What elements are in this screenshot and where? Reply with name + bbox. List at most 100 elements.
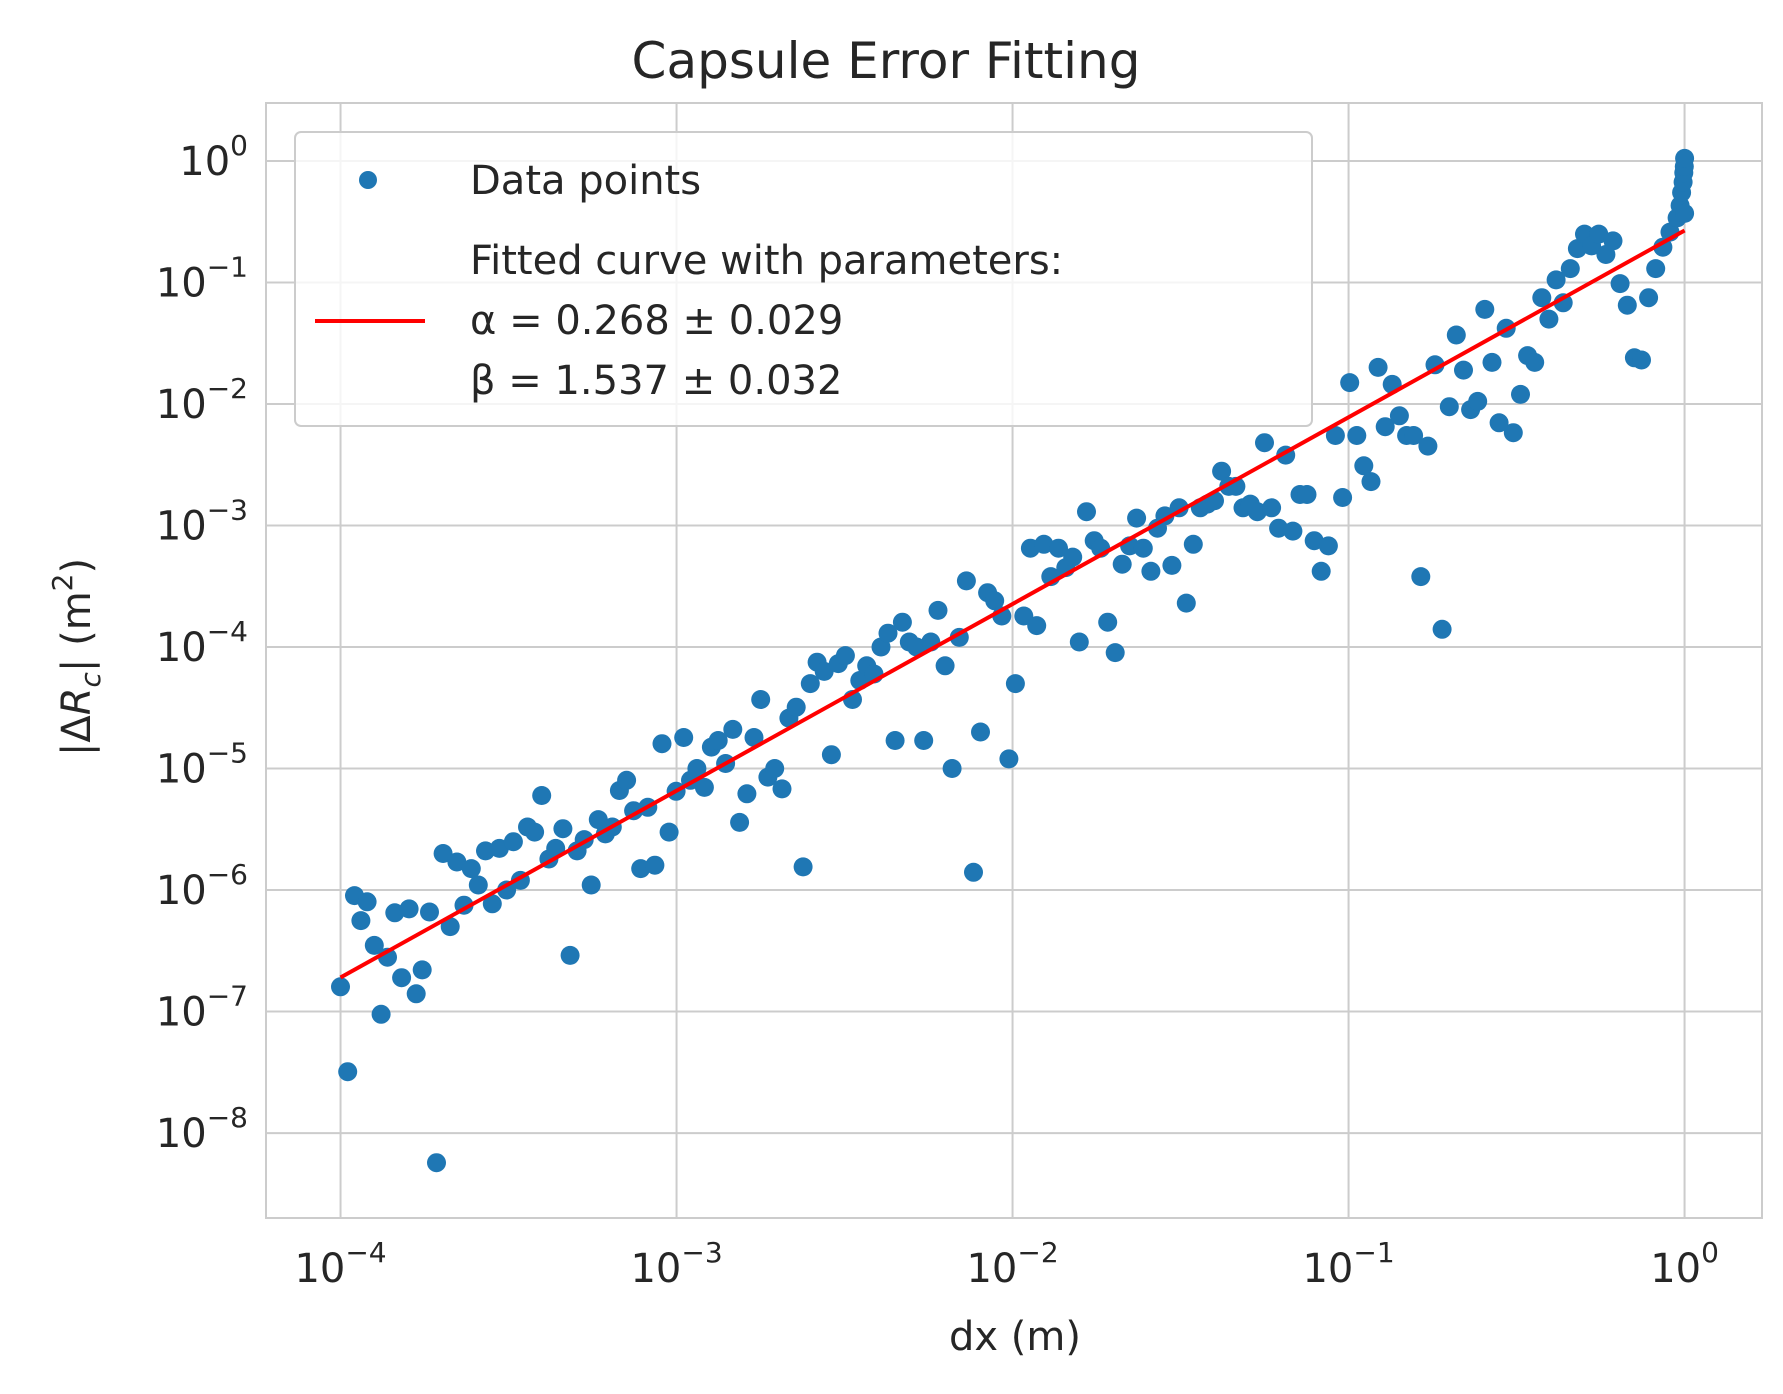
data-point [581,875,601,895]
data-point [385,903,405,923]
data-point [497,880,517,900]
data-point [1404,426,1424,445]
data-point [687,759,707,778]
data-point [1375,417,1395,437]
data-point [433,844,453,863]
data-point [1368,357,1388,377]
data-point [1340,373,1360,393]
data-point [553,819,573,839]
x-axis-label: dx (m) [949,1314,1081,1360]
data-point [1176,593,1196,613]
legend-label-alpha: α = 0.268 ± 0.029 [470,298,843,344]
data-point [694,777,714,797]
data-point [1255,433,1274,453]
data-point [1112,554,1132,574]
data-point [999,749,1019,769]
x-tick-label: 100 [1650,1236,1719,1292]
data-point [1098,612,1118,632]
data-point [1141,561,1161,581]
legend-label-data-points: Data points [470,158,701,204]
data-point [1489,413,1509,433]
data-point [1675,148,1695,168]
data-point [468,875,488,895]
data-point [1567,239,1587,259]
data-point [1411,567,1431,587]
data-point [1610,274,1630,294]
y-tick-label: 10−4 [156,615,248,671]
data-point [652,734,672,754]
data-point [1133,538,1153,558]
data-point [914,731,934,750]
data-point [772,779,792,799]
data-point [1389,406,1409,426]
data-point [942,759,962,778]
data-point [892,612,912,632]
y-tick-label: 10−1 [156,250,248,306]
y-tick-label: 10−7 [156,980,248,1036]
data-point [1603,231,1623,251]
data-point [765,759,785,778]
data-point [786,697,806,717]
data-point [1311,561,1331,581]
legend-marker-data-points [359,171,377,189]
data-point [371,1004,391,1024]
data-point [1069,632,1089,652]
data-point [814,661,834,681]
data-point [560,945,580,965]
data-point [878,623,898,643]
data-point [392,968,412,988]
data-point [427,1153,446,1173]
data-point [885,731,905,750]
data-point [1049,538,1068,558]
data-point [1646,259,1666,279]
data-point [1361,472,1381,492]
legend-label-fitted-curve: Fitted curve with parameters: [470,238,1063,284]
data-point [1418,436,1438,456]
data-point [1063,547,1083,567]
data-point [1532,288,1552,308]
x-axis: 10−4 10−3 10−2 10−1 100 [294,1236,1718,1292]
data-point [744,728,764,747]
data-point [1127,508,1147,528]
data-point [1297,485,1317,504]
data-point [1439,397,1459,417]
y-tick-label: 100 [179,129,248,185]
data-point [1432,619,1452,639]
y-tick-label: 10−2 [156,372,248,428]
data-point [1653,237,1673,257]
data-point [708,731,728,750]
data-point [1333,488,1353,507]
y-axis-label: |ΔRc| (m2) [46,558,107,756]
y-axis: 100 10−1 10−2 10−3 10−4 10−5 10−6 10−7 10−8 [156,129,248,1157]
data-point [440,917,460,937]
data-point [674,728,694,747]
data-point [751,690,771,709]
data-point [1546,270,1566,290]
y-tick-label: 10−5 [156,737,248,793]
x-tick-label: 10−3 [630,1236,722,1292]
data-point [1539,309,1559,329]
data-point [482,894,502,914]
data-point [1675,203,1695,223]
data-point [723,719,743,739]
legend-label-beta: β = 1.537 ± 0.032 [470,358,842,404]
legend: Data points Fitted curve with parameters… [294,131,1313,427]
data-points [331,148,1695,1173]
data-point [1589,224,1609,244]
data-point [631,859,651,879]
data-point [461,859,481,879]
data-point [1183,534,1203,554]
data-point [338,1062,358,1082]
data-point [406,984,426,1004]
data-point [956,571,976,591]
data-point [1425,355,1445,375]
data-point [447,852,467,872]
data-point [1475,299,1495,319]
legend-box [294,131,1313,427]
data-point [1262,498,1282,518]
data-point [503,832,523,852]
data-point [935,656,955,676]
data-point [730,812,750,832]
data-point [399,899,419,919]
data-point [737,784,757,804]
